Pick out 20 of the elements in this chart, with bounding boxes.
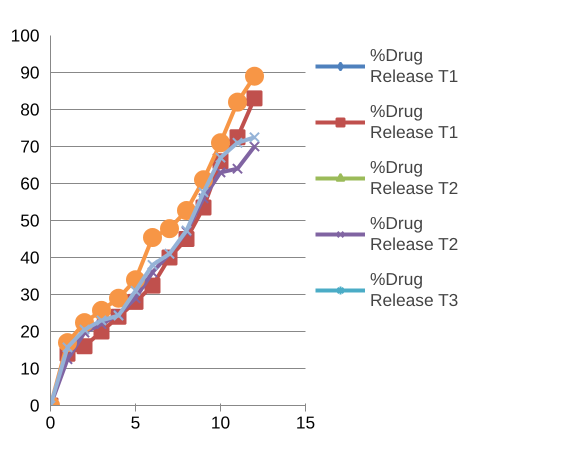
legend-label: %Drug Release T2 xyxy=(370,157,460,199)
x-tick-label: 10 xyxy=(210,412,230,432)
y-tick-label: 20 xyxy=(20,322,40,342)
y-tick-label: 40 xyxy=(20,248,40,268)
legend-label: %Drug Release T3 xyxy=(370,269,460,311)
y-tick-label: 100 xyxy=(10,26,40,46)
y-tick-label: 90 xyxy=(20,62,40,82)
y-tick-label: 60 xyxy=(20,174,40,194)
y-tick-label: 50 xyxy=(20,210,40,230)
x-tick-label: 0 xyxy=(46,412,56,432)
legend-label: %Drug Release T1 xyxy=(370,101,460,143)
legend-label: %Drug Release T1 xyxy=(370,45,460,87)
y-tick-label: 10 xyxy=(20,358,40,378)
x-tick-label: 15 xyxy=(296,412,316,432)
legend-label: %Drug Release T2 xyxy=(370,213,460,255)
y-tick-label: 30 xyxy=(20,284,40,304)
x-tick-label: 5 xyxy=(130,412,140,432)
y-tick-label: 0 xyxy=(30,396,40,416)
y-tick-label: 70 xyxy=(20,136,40,156)
y-tick-label: 80 xyxy=(20,100,40,120)
